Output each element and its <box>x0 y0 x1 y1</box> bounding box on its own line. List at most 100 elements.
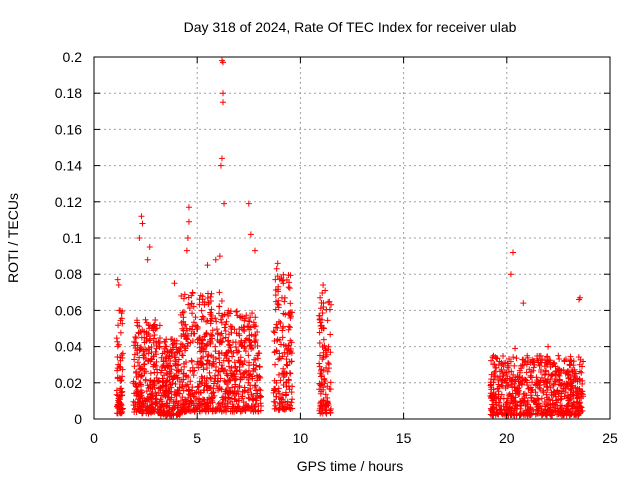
data-point <box>546 406 553 413</box>
data-point <box>518 402 525 409</box>
data-point <box>324 368 331 375</box>
data-point <box>223 318 230 325</box>
data-point <box>206 369 213 376</box>
data-point <box>239 393 246 400</box>
data-point <box>253 387 260 394</box>
data-point <box>134 390 141 397</box>
data-point <box>530 367 537 374</box>
data-point <box>287 345 294 352</box>
data-point <box>325 360 332 367</box>
data-point <box>139 365 146 372</box>
data-point <box>557 396 564 403</box>
data-point <box>246 326 253 333</box>
data-point <box>257 400 264 407</box>
data-point <box>187 398 194 405</box>
data-point <box>179 309 186 316</box>
data-point <box>544 361 551 368</box>
data-point <box>179 394 186 401</box>
data-point <box>559 388 566 395</box>
data-point <box>246 337 253 344</box>
data-point <box>287 314 294 321</box>
data-point <box>288 389 295 396</box>
data-point <box>227 344 234 351</box>
data-point <box>245 404 252 411</box>
data-point <box>166 396 173 403</box>
data-point <box>212 315 219 322</box>
data-point <box>186 391 193 398</box>
x-tick-label: 0 <box>90 430 98 446</box>
data-point <box>151 369 158 376</box>
data-point <box>220 368 227 375</box>
data-point <box>214 377 221 384</box>
data-point <box>209 332 216 339</box>
data-point <box>326 306 333 313</box>
data-point <box>145 331 152 338</box>
data-point <box>321 380 328 387</box>
data-point <box>281 349 288 356</box>
data-point <box>318 299 325 306</box>
data-point <box>115 282 122 289</box>
data-point <box>517 399 524 406</box>
data-point <box>183 336 190 343</box>
data-point <box>570 392 577 399</box>
data-point <box>138 409 145 416</box>
data-point <box>317 294 324 301</box>
data-point <box>282 389 289 396</box>
data-point <box>182 321 189 328</box>
data-point <box>130 402 137 409</box>
data-point <box>280 405 287 412</box>
data-point <box>543 391 550 398</box>
data-point <box>252 314 259 321</box>
data-point <box>236 332 243 339</box>
data-point <box>249 405 256 412</box>
data-point <box>136 235 143 241</box>
y-tick-label: 0.2 <box>63 49 83 65</box>
data-point <box>273 348 280 355</box>
data-point <box>253 362 260 369</box>
data-point <box>242 348 249 355</box>
data-point <box>241 369 248 376</box>
data-point <box>181 363 188 370</box>
data-point <box>286 279 293 286</box>
data-point <box>164 411 171 418</box>
data-point <box>208 315 215 322</box>
data-point <box>281 294 288 301</box>
data-point <box>144 408 151 415</box>
data-point <box>178 352 185 359</box>
chart-title: Day 318 of 2024, Rate Of TEC Index for r… <box>184 19 517 35</box>
data-point <box>328 405 335 412</box>
data-point <box>214 406 221 413</box>
data-point <box>190 303 197 310</box>
data-point <box>254 377 261 384</box>
data-point <box>177 397 184 404</box>
data-point <box>134 359 141 366</box>
data-point <box>246 395 253 402</box>
data-point <box>252 408 259 415</box>
data-point <box>534 407 541 414</box>
data-point <box>225 403 232 410</box>
data-point <box>118 389 125 396</box>
data-point <box>519 377 526 384</box>
data-point <box>179 325 186 332</box>
data-point <box>318 388 325 395</box>
data-point <box>151 378 158 385</box>
data-point <box>143 388 150 395</box>
data-point <box>274 273 281 280</box>
data-point <box>166 388 173 395</box>
data-point <box>144 398 151 405</box>
data-point <box>189 384 196 391</box>
data-point <box>540 387 547 394</box>
data-point <box>551 378 558 385</box>
data-point <box>273 379 280 386</box>
data-point <box>504 375 511 382</box>
data-point <box>218 319 225 326</box>
data-point <box>567 353 574 360</box>
data-point <box>166 374 173 381</box>
data-point <box>160 392 167 399</box>
data-point <box>199 293 206 300</box>
data-point <box>137 398 144 405</box>
data-point <box>221 352 228 359</box>
data-point <box>552 371 559 378</box>
data-point <box>257 407 264 414</box>
data-point <box>285 404 292 411</box>
